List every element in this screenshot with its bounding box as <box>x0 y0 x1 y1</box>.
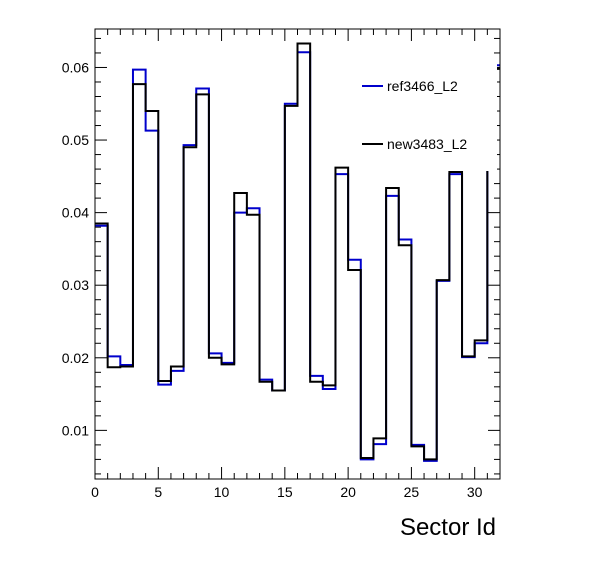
x-tick-label: 15 <box>277 484 293 500</box>
x-axis-title: Sector Id <box>400 514 496 541</box>
y-tick-label: 0.04 <box>62 205 89 221</box>
legend-label-1: new3483_L2 <box>387 136 467 152</box>
y-tick-label: 0.05 <box>62 132 89 148</box>
x-tick-label: 5 <box>154 484 162 500</box>
x-tick-label: 25 <box>404 484 420 500</box>
series-1-step-line <box>95 42 500 461</box>
series-layer <box>95 42 500 462</box>
x-tick-label: 0 <box>91 484 99 500</box>
legend-box <box>356 56 497 171</box>
y-tick-label: 0.06 <box>62 59 89 75</box>
x-tick-label: 10 <box>214 484 230 500</box>
y-tick-label: 0.01 <box>62 422 89 438</box>
y-tick-label: 0.03 <box>62 277 89 293</box>
x-tick-label: 30 <box>467 484 483 500</box>
legend-label-0: ref3466_L2 <box>387 78 458 94</box>
y-tick-label: 0.02 <box>62 350 89 366</box>
tick-labels: 0 5 10 15 20 25 30 0.01 0.02 0.03 0.04 0.05 0.06 <box>62 59 483 500</box>
x-tick-label: 20 <box>340 484 356 500</box>
legend: ref3466_L2 new3483_L2 <box>356 56 497 171</box>
